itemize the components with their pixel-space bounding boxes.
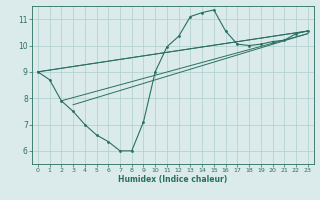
X-axis label: Humidex (Indice chaleur): Humidex (Indice chaleur) (118, 175, 228, 184)
